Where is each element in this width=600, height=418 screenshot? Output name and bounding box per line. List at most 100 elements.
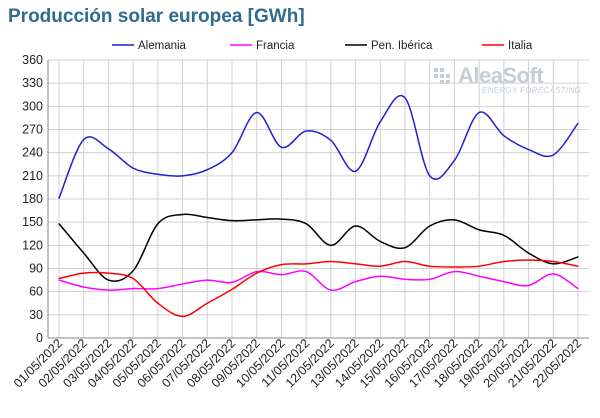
data-point [107, 148, 110, 150]
data-point [354, 225, 357, 227]
data-point [453, 219, 456, 221]
data-point [478, 275, 480, 277]
aleasoft-logo: AleaSoft ENERGY FORECASTING [434, 63, 594, 100]
data-point [527, 252, 530, 254]
data-point [453, 270, 456, 273]
data-point [107, 289, 110, 291]
data-point [58, 279, 60, 281]
data-point [280, 146, 283, 148]
data-point [280, 264, 283, 266]
data-point [379, 265, 381, 267]
y-tick-label: 330 [22, 76, 43, 90]
data-point [132, 167, 134, 169]
data-point [478, 111, 480, 114]
y-tick-label: 300 [22, 99, 43, 113]
axes: 030609012015018021024027030033036001/05/… [11, 53, 589, 390]
data-point [157, 173, 159, 175]
data-point [404, 247, 406, 249]
data-point [330, 139, 332, 141]
data-point [354, 170, 357, 172]
data-point [206, 169, 208, 171]
legend: Alemania Francia Pen. Ibérica Italia [112, 40, 533, 52]
chart-title: Producción solar europea [GWh] [8, 6, 305, 27]
legend-label: Pen. Ibérica [371, 40, 433, 52]
legend-label: Francia [256, 40, 295, 52]
y-tick-label: 120 [22, 238, 43, 252]
y-tick-label: 240 [22, 146, 43, 160]
data-point [478, 265, 480, 267]
data-point [503, 135, 505, 137]
data-point [330, 289, 332, 291]
data-point [503, 234, 505, 236]
data-point [181, 283, 184, 285]
y-tick-label: 210 [22, 169, 43, 183]
data-point [256, 270, 258, 273]
data-point [527, 259, 530, 261]
data-point [256, 111, 258, 114]
logo-brand-text: AleaSoft [458, 63, 544, 88]
data-point [107, 279, 110, 281]
y-tick-label: 30 [29, 308, 43, 322]
legend-label: Alemania [138, 40, 187, 52]
series-points-italia [58, 259, 579, 317]
data-point [429, 175, 431, 177]
data-point [231, 152, 233, 154]
data-point [181, 175, 184, 177]
series-line-alemania [58, 95, 579, 199]
data-point [83, 286, 85, 288]
data-point [181, 213, 184, 216]
series-lines [58, 95, 579, 318]
data-point [429, 278, 431, 280]
data-point [157, 223, 159, 225]
data-point [354, 263, 357, 265]
y-tick-label: 270 [22, 123, 43, 137]
series-points-pen-ib-rica [58, 213, 579, 281]
data-point [453, 266, 456, 268]
series-line-pen-ib-rica [58, 213, 579, 282]
y-tick-label: 90 [29, 262, 43, 276]
data-point [132, 277, 134, 280]
series-line-italia [58, 259, 579, 318]
data-point [280, 274, 283, 276]
data-point [404, 97, 406, 99]
data-point [577, 122, 579, 124]
data-point [354, 281, 357, 283]
data-point [577, 265, 579, 267]
data-point [181, 315, 184, 317]
data-point [552, 263, 554, 265]
data-point [157, 302, 159, 304]
data-point [305, 223, 307, 225]
data-point [206, 216, 208, 219]
data-point [429, 265, 431, 267]
series-points-francia [58, 270, 579, 291]
series-points-alemania [58, 97, 579, 199]
y-tick-label: 180 [22, 192, 43, 206]
data-point [83, 138, 85, 141]
data-point [478, 229, 480, 231]
data-point [330, 244, 332, 246]
data-point [379, 240, 381, 243]
data-point [206, 279, 208, 281]
y-tick-label: 0 [36, 331, 43, 345]
data-point [157, 287, 159, 290]
y-tick-label: 60 [29, 285, 43, 299]
data-point [379, 121, 381, 123]
data-point [305, 263, 307, 265]
data-point [429, 225, 431, 227]
data-point [132, 270, 134, 272]
data-point [503, 281, 505, 283]
data-point [58, 223, 60, 225]
series-line-francia [58, 270, 579, 292]
data-point [256, 272, 258, 274]
data-point [305, 130, 307, 132]
data-point [206, 302, 208, 304]
data-point [83, 272, 85, 274]
data-point [552, 260, 554, 263]
data-point [231, 281, 233, 283]
data-point [132, 287, 134, 290]
data-point [231, 220, 233, 222]
data-point [577, 256, 579, 258]
data-point [83, 252, 85, 254]
logo-mark-icon [434, 68, 450, 84]
